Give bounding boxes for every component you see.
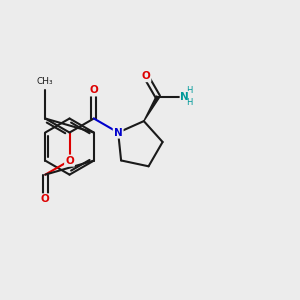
Text: H: H (187, 86, 193, 95)
Text: H: H (187, 98, 193, 107)
Text: O: O (41, 194, 50, 204)
Text: CH₃: CH₃ (37, 77, 53, 86)
Text: O: O (65, 156, 74, 166)
Text: O: O (142, 71, 150, 81)
Text: N: N (181, 92, 189, 102)
Polygon shape (144, 96, 159, 121)
Text: O: O (89, 85, 98, 95)
Text: N: N (114, 128, 122, 137)
